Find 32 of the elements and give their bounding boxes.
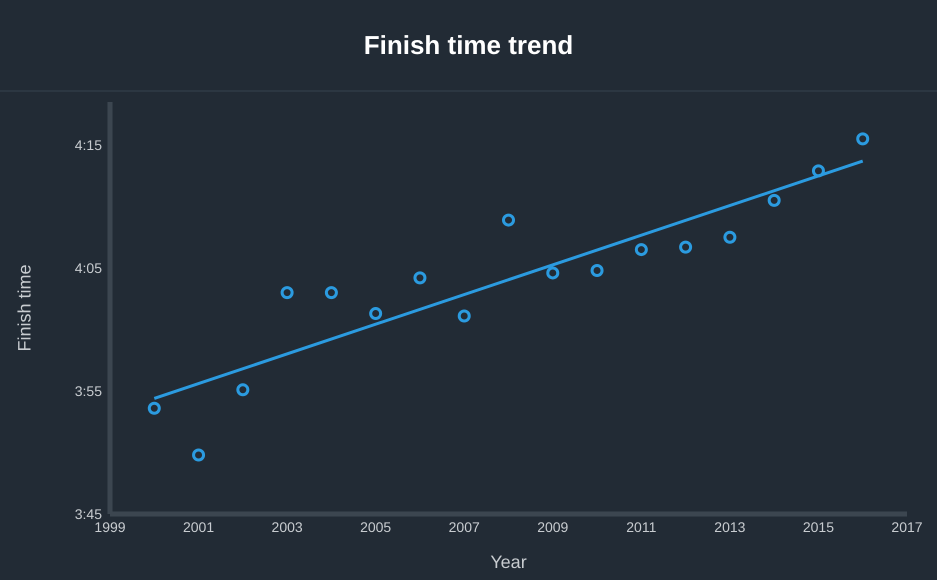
x-tick-label: 2007 [448,518,480,535]
point [458,309,471,322]
point [856,132,870,146]
point [192,448,206,462]
y-tick-label: 4:15 [74,137,102,154]
point [324,286,338,300]
point [148,402,161,415]
point [590,264,604,277]
point [369,307,382,320]
x-tick-label: 2017 [891,518,923,535]
point [502,214,515,227]
point [768,194,781,207]
point [546,266,560,280]
x-tick-label: 2001 [182,518,214,535]
x-tick-label: 2015 [802,518,834,535]
x-tick-label: 2011 [626,518,657,535]
point [634,243,648,256]
x-tick-label: 2009 [537,518,569,535]
x-axis-title: Year [490,552,527,572]
x-tick-label: 2005 [360,518,392,535]
point [413,271,426,284]
chart-title: Finish time trend [0,0,937,92]
point [679,240,692,254]
x-tick-label: 2013 [714,518,746,535]
point [280,286,294,300]
point [236,383,250,396]
y-tick-label: 4:05 [74,260,102,276]
x-tick-label: 2003 [272,518,303,535]
point [812,164,825,178]
y-axis-title: Finish time [14,264,34,352]
point [723,230,736,244]
y-tick-label: 3:55 [74,382,102,399]
